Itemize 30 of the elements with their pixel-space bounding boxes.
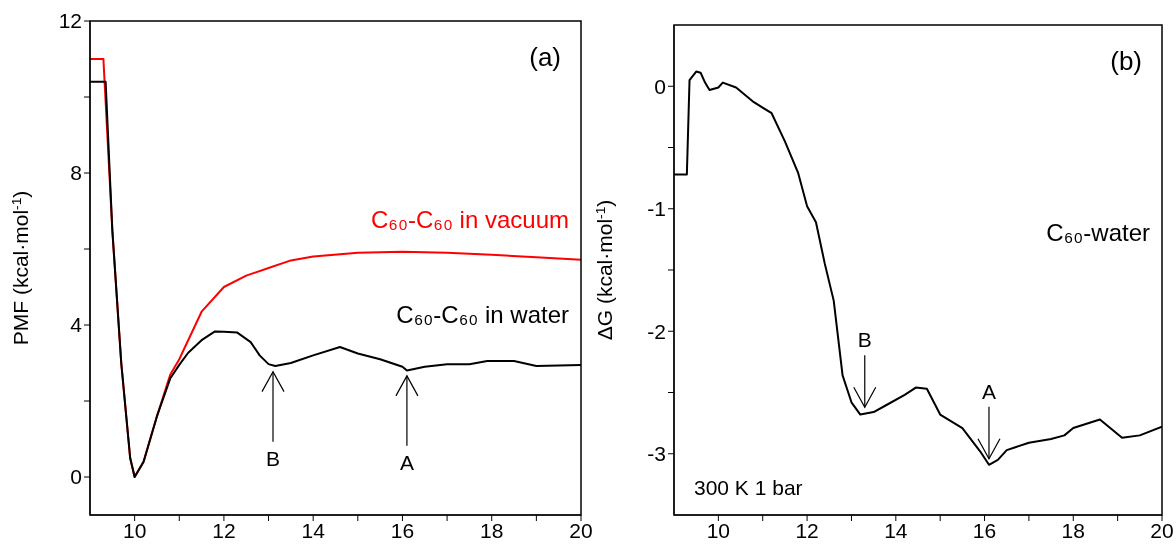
annotation: A: [399, 450, 414, 474]
text: C₆₀-water: [1046, 218, 1150, 246]
y-tick-label: 0: [70, 465, 82, 489]
annotation: B: [857, 328, 872, 352]
y-tick-label: 4: [70, 313, 83, 337]
y-tick-label: 0: [654, 74, 666, 98]
annotation: (a): [529, 42, 561, 72]
x-tick-label: 20: [569, 518, 593, 542]
y-tick-label: -2: [647, 319, 666, 343]
y-tick-label: -1: [647, 197, 666, 221]
x-tick-label: 18: [480, 518, 504, 542]
annotation: A: [981, 379, 996, 403]
x-tick-label: 16: [972, 518, 997, 542]
annotation: (b): [1110, 46, 1142, 76]
series-label: C₆₀-C₆₀ in water: [396, 301, 570, 329]
annotation: 300 K 1 bar: [694, 476, 803, 499]
annotation: B: [266, 446, 281, 470]
x-tick-label: 12: [795, 518, 819, 542]
y-tick-label: 8: [70, 161, 82, 185]
x-tick-label: 12: [212, 518, 236, 542]
y-tick-label: -3: [647, 442, 666, 466]
x-tick-label: 14: [884, 518, 908, 542]
x-tick-label: 10: [122, 518, 147, 542]
x-tick-label: 18: [1061, 518, 1085, 542]
series-label: C₆₀-C₆₀ in vacuum: [371, 205, 569, 233]
x-tick-label: 16: [390, 518, 415, 542]
x-tick-label: 20: [1150, 518, 1174, 542]
x-tick-label: 14: [301, 518, 326, 542]
x-tick-label: 10: [706, 518, 731, 542]
y-tick-label: 12: [58, 9, 82, 33]
